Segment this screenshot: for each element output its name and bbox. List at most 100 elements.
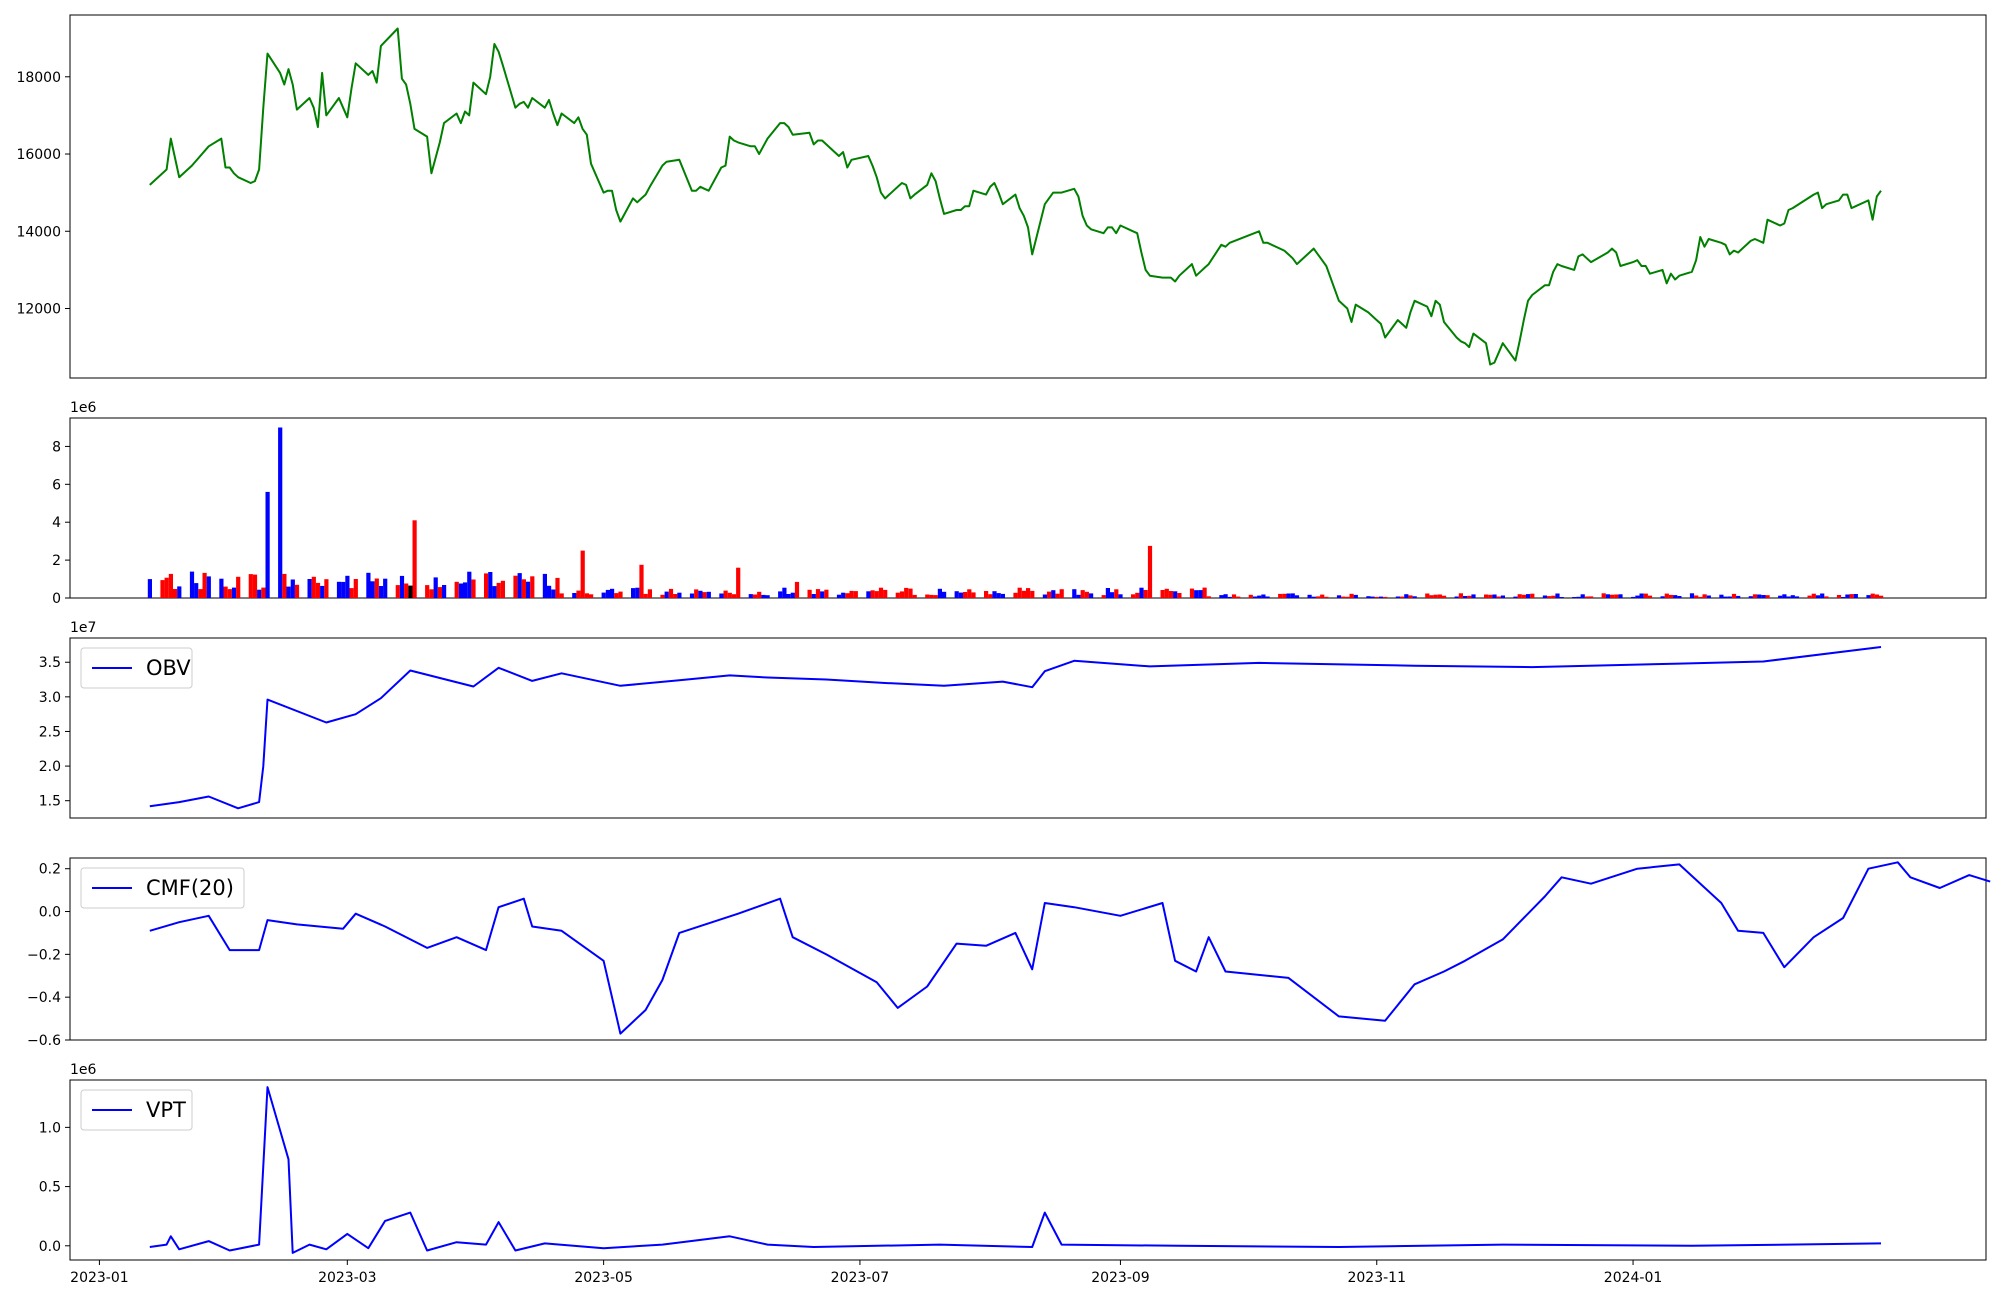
volume-bar — [227, 589, 232, 598]
volume-bar — [1866, 595, 1871, 598]
volume-bar — [849, 590, 854, 598]
volume-bar — [1294, 595, 1300, 598]
volume-bar — [1589, 596, 1594, 598]
y-tick-label: 16000 — [16, 147, 61, 163]
volume-bar — [1429, 595, 1434, 598]
volume-bar — [1584, 596, 1589, 598]
volume-bar — [177, 586, 182, 598]
volume-bar — [1542, 595, 1547, 598]
volume-bar — [1530, 593, 1535, 598]
volume-bar — [1610, 594, 1615, 598]
y-tick-label: 2.0 — [39, 759, 61, 775]
volume-bar — [1131, 594, 1136, 598]
volume-bar — [1572, 597, 1577, 598]
volume-bar — [395, 585, 400, 598]
volume-bar — [1076, 594, 1081, 598]
volume-bar — [820, 591, 825, 598]
volume-bar — [1105, 588, 1110, 598]
x-tick-label: 2024-01 — [1604, 1270, 1663, 1286]
volume-bar — [1345, 596, 1350, 598]
legend-label: OBV — [146, 656, 191, 680]
volume-bar — [320, 585, 325, 598]
volume-bar — [1761, 595, 1766, 598]
volume-bar — [933, 595, 938, 598]
volume-bar — [1349, 593, 1354, 598]
volume-bar — [1706, 595, 1711, 598]
volume-bar — [265, 491, 270, 598]
axes-frame — [69, 1079, 1987, 1261]
volume-bar — [912, 594, 917, 598]
volume-bar — [731, 594, 737, 598]
legend-box — [80, 867, 245, 909]
volume-bar — [988, 594, 993, 598]
volume-bar — [895, 592, 900, 598]
volume-bar — [1496, 596, 1501, 598]
volume-bar — [610, 588, 615, 598]
volume-bar — [513, 575, 518, 598]
volume-bar — [206, 576, 211, 598]
volume-bar — [324, 579, 329, 598]
y-tick-label: 18000 — [16, 70, 61, 86]
volume-bar — [168, 573, 173, 598]
volume-bar — [1160, 590, 1165, 598]
volume-bar — [433, 577, 438, 598]
volume-bar — [1647, 595, 1653, 598]
volume-bar — [937, 588, 942, 598]
volume-bar — [1668, 594, 1674, 598]
volume-bar — [1605, 594, 1610, 598]
volume-bar — [1631, 596, 1636, 598]
y-tick-label: −0.6 — [27, 1033, 61, 1049]
volume-bar — [1433, 594, 1438, 598]
volume-bar — [605, 589, 610, 598]
volume-bar — [1252, 596, 1258, 598]
volume-bar — [1378, 596, 1384, 598]
volume-bar — [1173, 591, 1178, 598]
volume-bar — [1194, 590, 1199, 598]
volume-bar — [315, 582, 321, 598]
volume-bar — [1395, 596, 1400, 598]
volume-bar — [1815, 595, 1821, 598]
volume-bar — [492, 586, 497, 598]
volume-bar — [757, 591, 762, 598]
volume-bar — [668, 588, 674, 598]
volume-bar — [1118, 594, 1123, 598]
volume-bar — [1526, 594, 1531, 598]
volume-bar — [677, 592, 682, 598]
volume-bar — [404, 583, 409, 598]
volume-bar — [437, 587, 442, 598]
volume-bar — [1177, 593, 1182, 598]
volume-bar — [1618, 594, 1623, 598]
axes-frame — [69, 857, 1987, 1041]
volume-bar — [336, 581, 342, 598]
y-tick-label: 3.5 — [39, 655, 61, 671]
volume-bar — [1580, 594, 1585, 598]
series-line-cmf — [149, 861, 1991, 1035]
volume-bar — [1206, 596, 1211, 598]
axes-frame — [69, 417, 1987, 599]
y-tick-label: 0.0 — [39, 905, 61, 921]
volume-bar — [1248, 594, 1253, 598]
volume-bar — [727, 592, 732, 598]
volume-bar — [572, 593, 577, 598]
volume-bar — [378, 586, 384, 598]
volume-bar — [631, 588, 636, 598]
volume-bar — [458, 583, 463, 598]
volume-bar — [601, 592, 606, 598]
axes-frame — [69, 14, 1987, 379]
y-tick-label: 0 — [52, 591, 61, 607]
volume-bar — [488, 572, 493, 598]
volume-bar — [1811, 593, 1816, 598]
volume-bar — [580, 550, 585, 598]
volume-bar — [694, 589, 699, 598]
volume-bar — [282, 573, 287, 598]
volume-bar — [1370, 596, 1375, 598]
volume-bar — [723, 590, 728, 598]
volume-bar — [261, 587, 266, 598]
y-tick-label: 0.0 — [39, 1239, 61, 1255]
axis-scale-label: 1e6 — [70, 1062, 97, 1078]
volume-bar — [925, 594, 930, 598]
legend: VPT — [80, 1089, 193, 1131]
volume-bar — [374, 578, 379, 598]
volume-bar — [752, 594, 758, 598]
volume-bar — [1147, 545, 1153, 598]
